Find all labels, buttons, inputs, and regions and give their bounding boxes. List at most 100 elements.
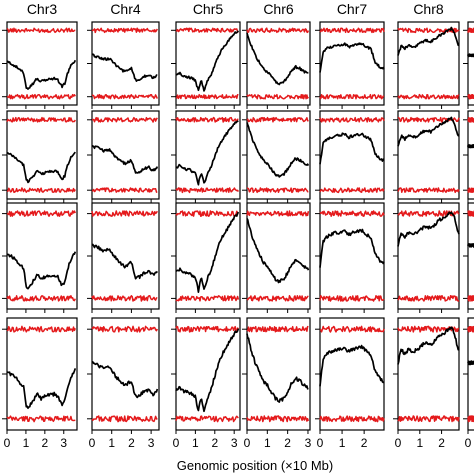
x-tick-label: 0 (173, 436, 180, 450)
upper-bound-line (319, 325, 385, 333)
panel-frame (467, 317, 474, 431)
profile-line (6, 251, 77, 290)
panel-frame (397, 21, 460, 106)
column-title-chr6: Chr6 (263, 1, 294, 17)
profile-line (91, 361, 159, 399)
lower-bound-line (91, 295, 158, 302)
panel-frame (467, 202, 474, 310)
column-title-chr4: Chr4 (110, 1, 141, 17)
profile-line (175, 211, 240, 293)
upper-bound-line (467, 325, 474, 333)
profile-line (397, 26, 460, 56)
column-title-chr7: Chr7 (337, 1, 368, 17)
profile-line (397, 211, 460, 247)
upper-bound-line (319, 210, 385, 217)
x-tick-label: 0 (89, 436, 96, 450)
x-tick-label: 3 (60, 436, 67, 450)
profile-line (397, 326, 460, 365)
profile-line (467, 53, 474, 58)
lower-bound-line (397, 187, 460, 194)
panel-frame (175, 21, 241, 106)
lower-bound-line (6, 295, 76, 302)
column-title-chr5: Chr5 (193, 1, 224, 17)
panel-frame (91, 202, 160, 310)
column-title-chr8: Chr8 (413, 1, 444, 17)
panel-frame (397, 317, 460, 431)
lower-bound-line (467, 295, 474, 302)
profile-line (175, 30, 240, 92)
profile-line (91, 243, 158, 280)
upper-bound-line (246, 325, 309, 333)
profile-line (6, 368, 77, 410)
profile-line (319, 42, 385, 73)
panel-frame (6, 317, 78, 431)
upper-bound-line (467, 210, 474, 217)
panel-frame (246, 317, 311, 431)
x-tick-label: 2 (361, 436, 368, 450)
lower-bound-line (175, 93, 239, 100)
x-tick-label: 1 (264, 436, 271, 450)
panel-frame (319, 21, 385, 106)
upper-bound-line (175, 27, 239, 34)
x-tick-label: 2 (41, 436, 48, 450)
panel-frame (246, 110, 311, 200)
profile-line (246, 32, 309, 86)
x-tick-label: 0 (317, 436, 324, 450)
x-axis-label: Genomic position (×10 Mb) (177, 458, 333, 473)
panel-frame (319, 202, 385, 310)
upper-bound-line (175, 325, 240, 333)
lower-bound-line (91, 415, 158, 423)
x-tick-label: 1 (192, 436, 199, 450)
lower-bound-line (319, 93, 384, 100)
panel-frame (6, 21, 78, 106)
lower-bound-line (91, 187, 158, 194)
upper-bound-line (91, 210, 158, 217)
x-tick-label: 0 (244, 436, 251, 450)
profile-line (175, 328, 240, 413)
panel-frame (175, 317, 241, 431)
lower-bound-line (467, 415, 474, 423)
lower-bound-line (397, 93, 460, 100)
panel-frame (319, 317, 385, 431)
x-tick-label: 2 (438, 436, 445, 450)
panel-frame (91, 21, 160, 106)
profile-line (175, 120, 239, 186)
lower-bound-line (175, 415, 239, 423)
column-title-chr3: Chr3 (27, 1, 58, 17)
lower-bound-line (467, 93, 474, 100)
lower-bound-line (397, 295, 460, 302)
profile-line (319, 344, 385, 387)
profile-line (91, 145, 159, 174)
profile-line (6, 59, 77, 90)
lower-bound-line (319, 187, 385, 194)
upper-bound-line (467, 116, 474, 123)
upper-bound-line (246, 27, 310, 34)
profile-line (467, 360, 474, 366)
panel-frame (397, 110, 460, 200)
panel-frame (319, 110, 385, 200)
lower-bound-line (319, 295, 385, 302)
upper-bound-line (175, 210, 239, 217)
lower-bound-line (91, 93, 158, 100)
panel-frame (91, 110, 160, 200)
lower-bound-line (175, 187, 240, 194)
lower-bound-line (467, 187, 474, 193)
upper-bound-line (467, 27, 474, 34)
upper-bound-line (319, 27, 385, 34)
x-tick-label: 0 (465, 436, 472, 450)
upper-bound-line (246, 210, 310, 217)
profile-line (467, 243, 474, 248)
upper-bound-line (6, 27, 76, 34)
x-tick-label: 2 (284, 436, 291, 450)
panel-frame (6, 202, 78, 310)
panel-frame (467, 110, 474, 200)
x-tick-label: 3 (305, 436, 312, 450)
panel-frame (175, 110, 241, 200)
profile-line (319, 132, 385, 165)
profile-line (246, 218, 310, 284)
lower-bound-line (397, 415, 460, 423)
profile-line (6, 151, 76, 184)
x-tick-label: 1 (23, 436, 30, 450)
lower-bound-line (175, 295, 240, 302)
